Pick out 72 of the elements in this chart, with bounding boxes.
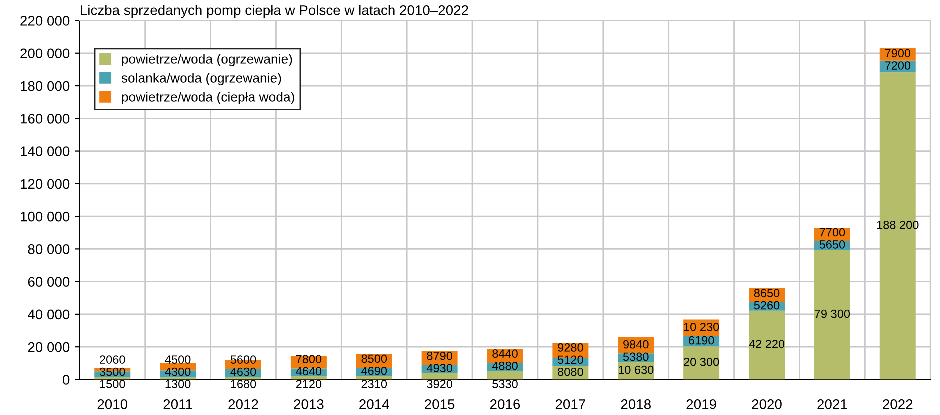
y-tick-label: 180 000: [21, 81, 70, 92]
y-tick-label: 40 000: [28, 310, 70, 320]
data-label: 20 300: [684, 358, 720, 366]
data-label: 2060: [100, 356, 126, 364]
data-label: 9840: [624, 340, 649, 349]
x-tick-label: 2019: [686, 400, 716, 410]
data-label: 7800: [296, 355, 322, 364]
x-tick-label: 2010: [98, 400, 128, 410]
data-label: 5120: [558, 356, 584, 364]
data-label: 8080: [558, 368, 584, 376]
data-label: 4500: [165, 356, 191, 364]
data-label: 8500: [362, 354, 388, 364]
x-tick-label: 2011: [164, 400, 192, 410]
data-label: 4880: [492, 362, 518, 370]
y-tick-label: 60 000: [28, 277, 70, 287]
x-tick-label: 2012: [228, 400, 258, 410]
y-tick-label: 200 000: [20, 48, 70, 59]
data-label: 5380: [623, 352, 649, 362]
y-tick-label: 80 000: [28, 244, 70, 254]
data-label: 6190: [689, 336, 714, 345]
data-label: 7700: [820, 228, 846, 237]
x-tick-label: 2014: [360, 400, 390, 410]
bar: [226, 376, 262, 380]
bar: [684, 346, 720, 380]
data-label: 1500: [100, 380, 126, 388]
data-label: 1300: [166, 380, 191, 388]
y-tick-label: 20 000: [28, 342, 70, 352]
x-tick-label: 2020: [752, 400, 782, 410]
legend-label: solanka/woda (ogrzewanie): [122, 73, 282, 86]
chart-title: Liczba sprzedanych pomp ciepła w Polsce w latach 2010–2022: [81, 5, 468, 18]
y-tick-label: 100 000: [21, 212, 70, 222]
data-label: 2120: [296, 380, 322, 388]
x-tick-label: 2017: [556, 400, 586, 410]
y-tick-label: 0: [62, 375, 70, 385]
bar: [356, 376, 392, 380]
y-tick-label: 160 000: [21, 114, 70, 124]
x-tick-label: 2013: [294, 400, 324, 410]
data-label: 9280: [558, 344, 584, 352]
data-label: 1680: [231, 380, 256, 388]
x-tick-label: 2022: [883, 400, 913, 410]
data-label: 79 300: [814, 310, 850, 318]
data-label: 5650: [820, 240, 846, 249]
data-label: 5260: [754, 301, 780, 310]
x-tick-label: 2016: [490, 400, 520, 410]
data-label: 8790: [427, 352, 452, 360]
data-label: 7900: [885, 49, 911, 58]
bar: [814, 250, 850, 380]
data-label: 8650: [754, 289, 780, 298]
data-label: 5600: [230, 356, 256, 364]
data-label: 4690: [362, 366, 388, 376]
data-label: 5330: [492, 380, 518, 388]
legend-label: powietrze/woda (ciepła woda): [122, 92, 294, 104]
y-tick-label: 140 000: [21, 146, 70, 156]
data-label: 3920: [427, 380, 452, 388]
data-label: 7200: [885, 62, 911, 70]
data-label: 4630: [230, 368, 256, 376]
x-tick-label: 2021: [818, 400, 848, 410]
bar: [422, 373, 458, 380]
x-tick-label: 2018: [621, 400, 651, 410]
data-label: 4930: [426, 364, 452, 372]
bar: [487, 371, 524, 380]
data-label: 8440: [492, 350, 518, 358]
legend-label: powietrze/woda (ogrzewanie): [122, 54, 292, 67]
data-label: 2310: [362, 380, 388, 388]
data-label: 42 220: [749, 340, 785, 348]
data-label: 10 230: [684, 322, 720, 332]
x-tick-label: 2015: [425, 400, 455, 410]
bar: [749, 310, 785, 380]
data-label: 4640: [296, 367, 322, 376]
y-tick-label: 120 000: [21, 179, 70, 190]
data-label: 10 630: [618, 366, 654, 374]
y-tick-label: 220 000: [20, 16, 70, 26]
